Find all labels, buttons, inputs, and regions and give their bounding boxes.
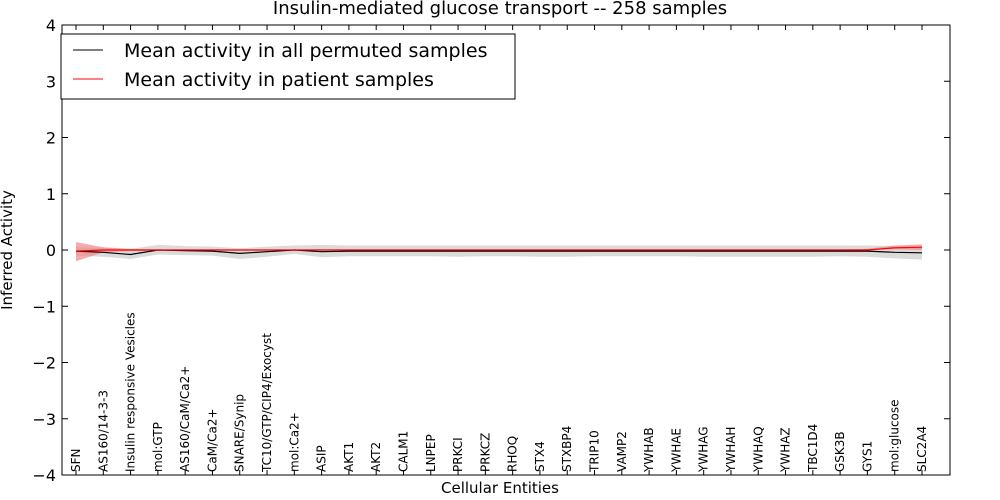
x-tick-label: PRKCI: [451, 437, 465, 472]
series-line-patient: [75, 246, 923, 252]
x-tick-label: STXBP4: [560, 426, 574, 472]
x-tick-label: YWHAZ: [779, 427, 793, 473]
x-tick-label: GSK3B: [833, 431, 847, 472]
x-tick-label: YWHAG: [697, 426, 711, 473]
x-axis-label: Cellular Entities: [441, 479, 559, 497]
y-axis: 4 3 2 1 0 −1 −2 −3 −4: [32, 16, 950, 485]
y-tick-label: 1: [46, 185, 56, 204]
x-tick-label: SLC2A4: [915, 426, 929, 472]
x-tick-label: mol:GTP: [151, 422, 165, 472]
x-axis: SFN AS160/14-3-3 Insulin responsive Vesicl…: [69, 25, 929, 475]
x-tick-label: SFN: [69, 449, 83, 473]
x-tick-label: STX4: [533, 441, 547, 472]
x-tick-label: CaM/Ca2+: [206, 408, 220, 472]
y-tick-label: 2: [46, 129, 56, 148]
x-tick-label: mol:Ca2+: [287, 412, 301, 472]
x-tick-label: Insulin responsive Vesicles: [124, 312, 138, 472]
y-tick-label: 3: [46, 72, 56, 91]
x-tick-label: RHOQ: [506, 436, 520, 472]
x-tick-label: YWHAH: [724, 427, 738, 473]
x-tick-label: CALM1: [397, 431, 411, 472]
legend-frame: [60, 33, 516, 100]
x-tick-label: AS160/CaM/Ca2+: [178, 366, 192, 472]
series-line-permuted: [75, 249, 923, 256]
legend-label-patient: Mean activity in patient samples: [124, 69, 434, 91]
x-tick-label: ASIP: [315, 445, 329, 472]
plot-area: [75, 242, 923, 262]
x-tick-label: YWHAE: [669, 428, 683, 473]
x-tick-label: AS160/14-3-3: [96, 390, 110, 472]
x-tick-label: GYS1: [860, 441, 874, 472]
y-tick-label: −1: [32, 297, 56, 316]
x-tick-label: TRIP10: [588, 430, 602, 473]
x-tick-label: SNARE/Synip: [233, 394, 247, 472]
x-tick-label: YWHAB: [642, 427, 656, 473]
x-tick-label: mol:glucose: [888, 399, 902, 472]
y-tick-label: −4: [32, 466, 56, 485]
y-axis-label: Inferred Activity: [0, 190, 16, 310]
y-tick-label: −2: [32, 354, 56, 373]
x-tick-label: PRKCZ: [478, 433, 492, 472]
legend: Mean activity in all permuted samples Me…: [60, 33, 516, 100]
chart-title: Insulin-mediated glucose transport -- 25…: [273, 0, 727, 19]
y-tick-label: 0: [46, 241, 56, 260]
x-tick-label: AKT2: [369, 442, 383, 472]
x-tick-label: YWHAQ: [751, 426, 765, 473]
y-tick-label: 4: [46, 16, 56, 35]
x-tick-label: LNPEP: [424, 434, 438, 472]
x-tick-label: VAMP2: [615, 431, 629, 472]
x-tick-label: TC10/GTP/CIP4/Exocyst: [260, 333, 274, 473]
legend-label-permuted: Mean activity in all permuted samples: [124, 40, 487, 62]
y-tick-label: −3: [32, 410, 56, 429]
x-tick-label: TBC1D4: [806, 424, 820, 473]
x-tick-label: AKT1: [342, 442, 356, 472]
permuted-band: [76, 244, 922, 260]
